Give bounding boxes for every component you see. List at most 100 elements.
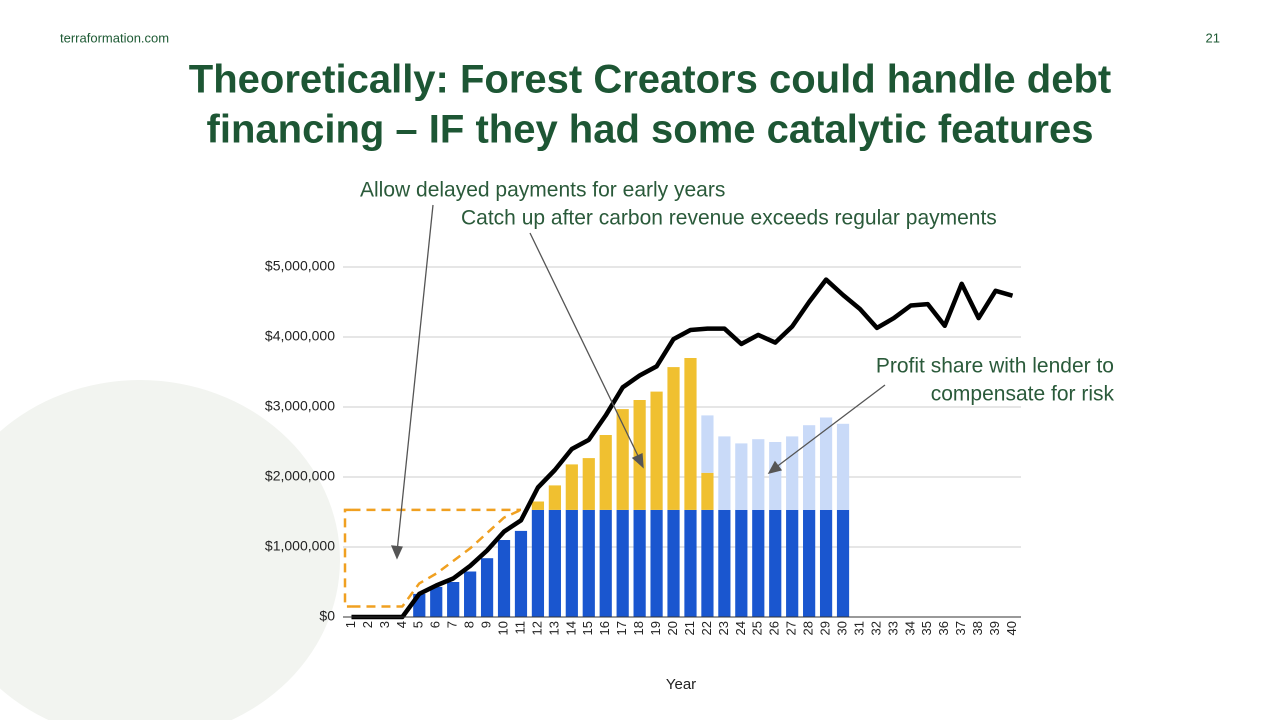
x-tick-label: 26	[767, 621, 782, 635]
bar	[514, 530, 528, 617]
bar	[667, 509, 680, 617]
dashed-edge	[343, 508, 352, 608]
bar	[582, 458, 595, 510]
x-tick-label: 39	[987, 621, 1002, 635]
dashed-line	[351, 508, 522, 608]
x-tick-label: 17	[614, 621, 629, 635]
arrow	[529, 232, 641, 461]
x-tick-label: 25	[750, 621, 765, 635]
x-tick-label: 33	[885, 621, 900, 635]
bar	[701, 472, 714, 510]
bar	[684, 509, 697, 617]
x-tick-label: 6	[428, 621, 443, 628]
bar	[819, 509, 833, 617]
x-axis-title: Year	[666, 676, 696, 693]
x-tick-label: 21	[682, 621, 697, 635]
x-tick-label: 40	[1004, 621, 1019, 635]
bar	[701, 509, 714, 617]
x-tick-label: 28	[801, 621, 816, 635]
x-tick-label: 18	[631, 621, 646, 635]
bar	[803, 425, 816, 510]
bar	[718, 436, 731, 510]
y-tick-label: $4,000,000	[265, 328, 335, 344]
bar	[548, 509, 561, 617]
x-tick-label: 12	[529, 621, 544, 635]
x-tick-label: 14	[563, 621, 578, 635]
y-tick-label: $3,000,000	[265, 398, 335, 414]
bar	[531, 501, 545, 510]
x-tick-label: 36	[936, 621, 951, 635]
x-tick-label: 37	[953, 621, 968, 635]
x-tick-label: 19	[648, 621, 663, 635]
arrows	[390, 204, 886, 560]
bar	[599, 435, 612, 510]
bar	[650, 509, 663, 617]
x-tick-label: 7	[445, 621, 460, 628]
arrow	[396, 204, 434, 553]
arrow-head	[390, 545, 403, 560]
bar	[819, 417, 833, 510]
y-tick-label: $5,000,000	[265, 258, 335, 274]
annotation: Profit share with lender to	[876, 355, 1114, 378]
bar	[667, 367, 680, 510]
bar	[447, 582, 460, 617]
bar	[497, 540, 511, 617]
x-tick-label: 13	[546, 621, 561, 635]
bar	[548, 485, 561, 510]
x-tick-label: 32	[868, 621, 883, 635]
site: terraformation.com	[60, 30, 169, 45]
bar	[786, 509, 799, 617]
x-tick-label: 10	[495, 621, 510, 635]
bar	[752, 439, 765, 510]
x-tick-label: 27	[784, 621, 799, 635]
bar	[430, 586, 443, 617]
bar	[531, 509, 545, 617]
x-tick-label: 2	[360, 621, 375, 628]
y-tick-label: $0	[319, 608, 335, 624]
x-tick-label: 20	[665, 621, 680, 635]
x-tick-label: 29	[818, 621, 833, 635]
bar	[650, 391, 663, 510]
bar	[735, 443, 748, 510]
y-tick-label: $1,000,000	[265, 538, 335, 554]
x-tick-label: 4	[394, 621, 409, 628]
x-tick-label: 11	[512, 621, 527, 635]
bar	[684, 358, 697, 510]
arrow-head	[767, 460, 783, 474]
title: financing – IF they had some catalytic f…	[207, 108, 1094, 152]
x-tick-label: 31	[851, 621, 866, 635]
bar	[836, 423, 850, 510]
bar	[786, 436, 799, 510]
y-tick-label: $2,000,000	[265, 468, 335, 484]
bar	[735, 509, 748, 617]
bar	[565, 509, 578, 617]
x-tick-label: 24	[733, 621, 748, 635]
x-tick-label: 15	[580, 621, 595, 635]
bar	[769, 442, 782, 510]
bar	[718, 509, 731, 617]
annotation: compensate for risk	[931, 383, 1115, 406]
arrow-head	[631, 453, 644, 469]
bar	[701, 415, 714, 473]
annotation: Allow delayed payments for early years	[360, 179, 725, 202]
arrow	[774, 384, 886, 469]
page-number: 21	[1206, 30, 1220, 45]
bar	[599, 509, 612, 617]
bar	[752, 509, 765, 617]
bar	[836, 509, 850, 617]
bar	[565, 464, 578, 510]
x-tick-label: 23	[716, 621, 731, 635]
bar	[464, 571, 477, 617]
x-tick-label: 30	[834, 621, 849, 635]
x-tick-label: 9	[479, 621, 494, 628]
x-tick-label: 22	[699, 621, 714, 635]
bar	[582, 509, 595, 617]
annotation: Catch up after carbon revenue exceeds re…	[461, 207, 997, 230]
x-tick-label: 38	[970, 621, 985, 635]
title: Theoretically: Forest Creators could han…	[189, 58, 1111, 102]
x-tick-label: 35	[919, 621, 934, 635]
plot: $0 $1,000,000 $2,000,000 $3,000,000 $4,000,0…	[265, 258, 1021, 635]
bar	[480, 558, 494, 617]
x-tick-label: 5	[411, 621, 426, 628]
